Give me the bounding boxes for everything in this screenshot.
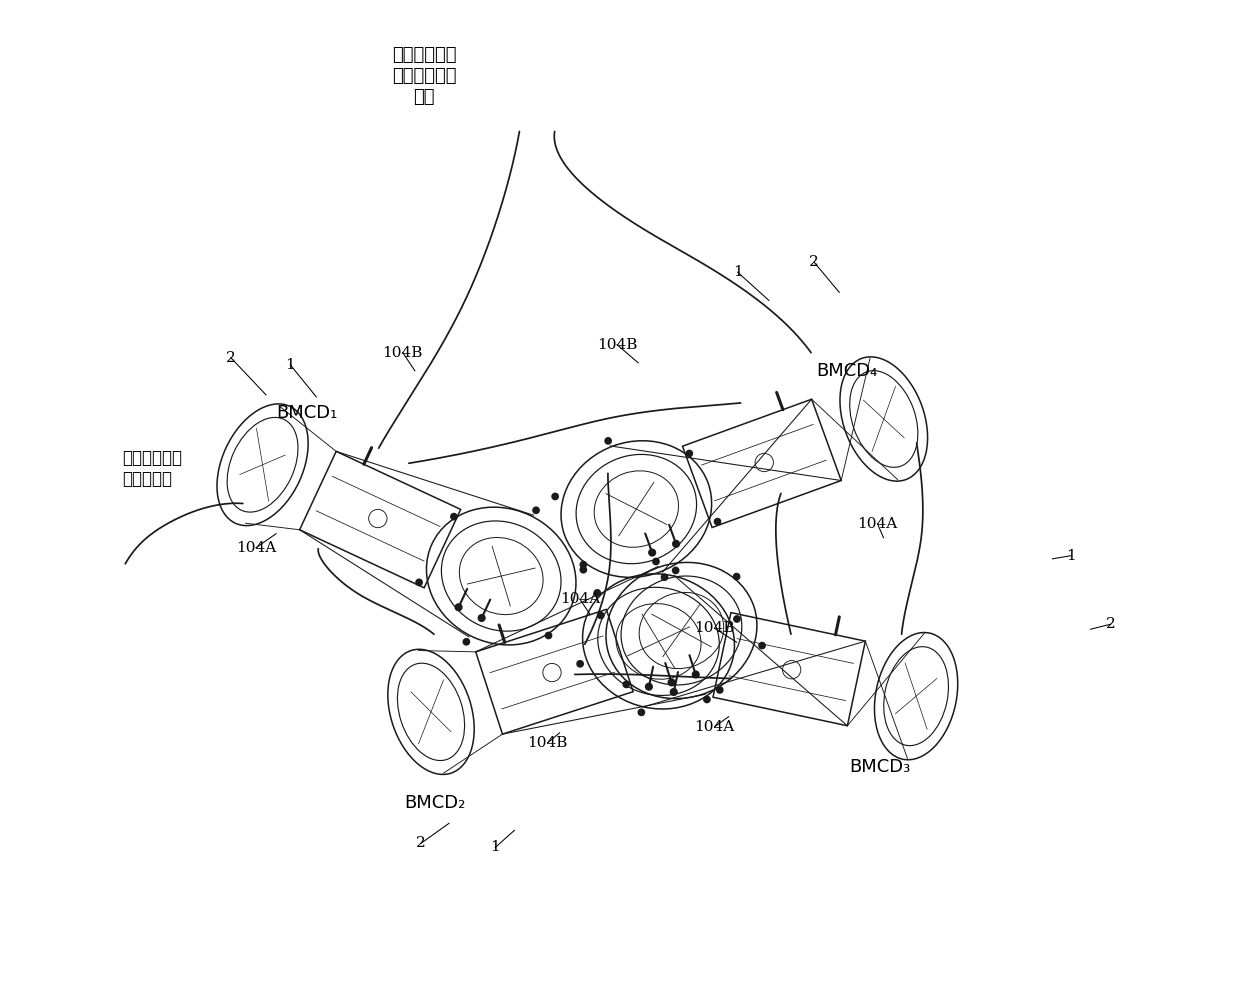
- Circle shape: [692, 671, 699, 679]
- Text: 1: 1: [733, 265, 743, 279]
- Circle shape: [672, 567, 680, 574]
- Circle shape: [661, 573, 668, 581]
- Text: 2: 2: [810, 255, 818, 269]
- Circle shape: [686, 449, 693, 457]
- Text: 接其他浮力微
标定装置，或
空闲: 接其他浮力微 标定装置，或 空闲: [392, 46, 456, 106]
- Circle shape: [758, 641, 766, 650]
- Text: BMCD₂: BMCD₂: [404, 795, 465, 813]
- Circle shape: [579, 561, 588, 569]
- Circle shape: [715, 686, 724, 694]
- Text: 104A: 104A: [857, 517, 898, 531]
- Text: 104B: 104B: [527, 736, 568, 750]
- Circle shape: [577, 660, 584, 668]
- Text: 104A: 104A: [236, 541, 277, 555]
- Text: 104B: 104B: [596, 337, 637, 351]
- Circle shape: [455, 603, 463, 611]
- Text: 104A: 104A: [559, 592, 600, 606]
- Circle shape: [415, 578, 423, 586]
- Text: 104A: 104A: [694, 720, 734, 734]
- Circle shape: [532, 507, 539, 515]
- Circle shape: [450, 513, 458, 521]
- Circle shape: [667, 679, 676, 687]
- Circle shape: [477, 614, 486, 622]
- Circle shape: [733, 573, 740, 580]
- Text: 接水下机器人
的通讯接口: 接水下机器人 的通讯接口: [123, 449, 182, 487]
- Circle shape: [552, 492, 559, 500]
- Circle shape: [594, 589, 601, 597]
- Circle shape: [463, 637, 470, 645]
- Circle shape: [596, 611, 605, 619]
- Text: 104B: 104B: [383, 345, 423, 359]
- Circle shape: [622, 681, 630, 688]
- Circle shape: [649, 549, 656, 557]
- Text: BMCD₄: BMCD₄: [816, 362, 878, 380]
- Text: 1: 1: [285, 357, 295, 372]
- Circle shape: [544, 631, 552, 639]
- Text: 2: 2: [1106, 617, 1116, 631]
- Text: 104B: 104B: [694, 621, 735, 635]
- Circle shape: [637, 709, 645, 716]
- Circle shape: [604, 437, 613, 445]
- Circle shape: [652, 558, 660, 565]
- Text: BMCD₃: BMCD₃: [849, 758, 910, 776]
- Text: 1: 1: [1065, 549, 1075, 563]
- Text: BMCD₁: BMCD₁: [277, 404, 337, 422]
- Circle shape: [672, 540, 681, 548]
- Circle shape: [733, 615, 740, 623]
- Text: 2: 2: [226, 350, 236, 365]
- Text: 2: 2: [415, 837, 425, 850]
- Circle shape: [645, 683, 653, 691]
- Circle shape: [579, 566, 588, 574]
- Circle shape: [703, 696, 711, 703]
- Circle shape: [670, 688, 678, 696]
- Circle shape: [714, 518, 722, 526]
- Text: 1: 1: [491, 841, 500, 854]
